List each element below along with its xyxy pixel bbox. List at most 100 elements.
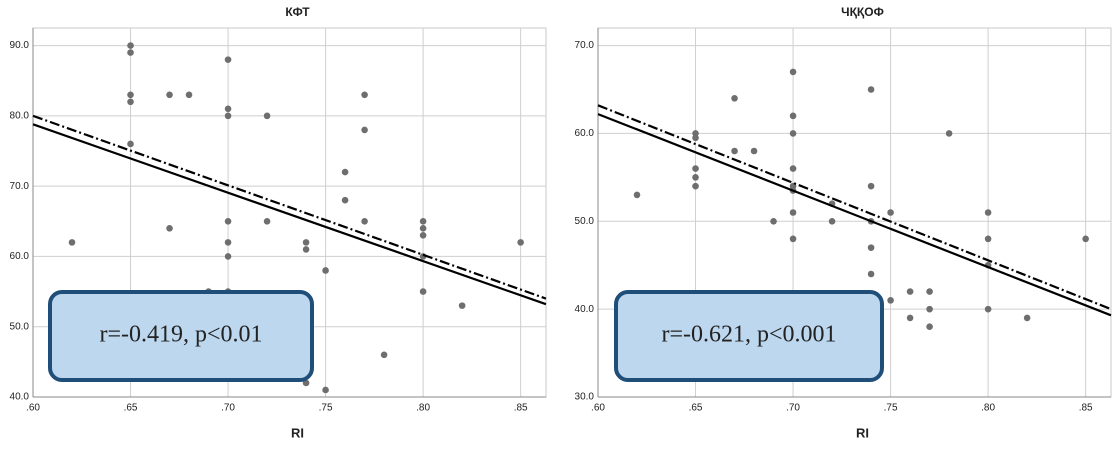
- fit-line: [597, 113, 1112, 317]
- point: [224, 217, 232, 225]
- point: [224, 253, 232, 260]
- x-tick-label: .85: [514, 403, 528, 414]
- fit-line: [32, 123, 547, 306]
- point: [633, 191, 641, 199]
- point: [867, 244, 875, 251]
- point: [731, 147, 738, 155]
- chart-title: КФТ: [285, 5, 310, 19]
- annotation: r=-0.621, p<0.001: [661, 322, 836, 348]
- chart-title: ЧҚҚОФ: [841, 5, 884, 19]
- point: [419, 288, 427, 295]
- y-tick-label: 40.0: [575, 304, 595, 315]
- y-tick-label: 50.0: [10, 321, 30, 332]
- point: [926, 323, 933, 331]
- x-tick-label: .70: [221, 403, 235, 414]
- point: [380, 351, 388, 359]
- point: [828, 217, 836, 225]
- y-tick-label: 70.0: [575, 40, 595, 51]
- point: [361, 126, 368, 134]
- point: [361, 91, 368, 99]
- y-tick-label: 60.0: [575, 128, 595, 139]
- point: [127, 49, 134, 56]
- point: [166, 91, 173, 99]
- x-tick-label: .65: [124, 403, 138, 414]
- point: [789, 130, 797, 137]
- point: [302, 246, 310, 253]
- point: [1082, 235, 1089, 243]
- panel: 30.0 40.0 50.0 60.0 70.0 .60 .65 .70 .75 .80 .85 r=…: [575, 5, 1112, 440]
- point: [302, 239, 310, 246]
- point: [867, 182, 875, 190]
- point: [789, 209, 797, 216]
- point: [750, 147, 758, 155]
- point: [68, 239, 76, 246]
- x-tick-label: .75: [884, 403, 898, 414]
- point: [419, 232, 427, 239]
- x-tick-label: .80: [416, 403, 430, 414]
- y-tick-label: 50.0: [575, 216, 595, 227]
- point: [185, 91, 193, 99]
- point: [770, 217, 777, 225]
- y-tick-label: 90.0: [10, 40, 30, 51]
- point: [322, 386, 329, 394]
- point: [224, 56, 232, 63]
- point: [867, 86, 875, 93]
- point: [984, 305, 992, 313]
- y-tick-label: 40.0: [10, 392, 30, 403]
- x-tick-label: .75: [319, 403, 333, 414]
- point: [789, 235, 797, 243]
- point: [789, 68, 797, 76]
- point: [419, 217, 427, 225]
- point: [926, 288, 933, 295]
- point: [224, 239, 232, 246]
- y-tick-label: 80.0: [10, 110, 30, 121]
- point: [692, 182, 699, 190]
- x-axis-label: RI: [291, 425, 304, 440]
- point: [906, 288, 914, 295]
- point: [361, 217, 368, 225]
- point: [224, 105, 232, 113]
- x-tick-label: .80: [981, 403, 995, 414]
- point: [887, 209, 894, 216]
- x-tick-label: .70: [786, 403, 800, 414]
- point: [341, 196, 349, 204]
- point: [166, 225, 173, 232]
- y-tick-label: 60.0: [10, 251, 30, 262]
- annotation: r=-0.419, p<0.01: [99, 322, 262, 348]
- fit-line: [597, 104, 1112, 311]
- point: [906, 314, 914, 322]
- x-tick-label: .60: [591, 403, 605, 414]
- point: [127, 42, 134, 49]
- x-tick-label: .60: [26, 403, 40, 414]
- point: [127, 140, 134, 148]
- point: [984, 235, 992, 243]
- point: [127, 91, 134, 99]
- y-tick-label: 30.0: [575, 392, 595, 403]
- point: [341, 168, 349, 176]
- x-tick-label: .65: [689, 403, 703, 414]
- point: [867, 270, 875, 278]
- point: [263, 112, 271, 120]
- point: [419, 225, 427, 232]
- point: [926, 305, 933, 313]
- point: [692, 134, 699, 142]
- y-tick-label: 70.0: [10, 181, 30, 192]
- annotation-box: [614, 290, 884, 382]
- point: [789, 165, 797, 172]
- point: [887, 297, 894, 304]
- point: [945, 130, 953, 137]
- x-tick-label: .85: [1079, 403, 1093, 414]
- point: [789, 112, 797, 120]
- point: [1023, 314, 1031, 322]
- point: [263, 217, 271, 225]
- point: [692, 174, 699, 181]
- x-axis-label: RI: [856, 425, 869, 440]
- panel: 40.0 50.0 60.0 70.0 80.0 90.0 .60 .65 .70 .75 .80.…: [10, 5, 547, 440]
- point: [731, 94, 738, 102]
- point: [127, 98, 134, 106]
- point: [458, 302, 466, 309]
- point: [984, 209, 992, 216]
- point: [322, 267, 329, 274]
- fit-line: [32, 114, 547, 300]
